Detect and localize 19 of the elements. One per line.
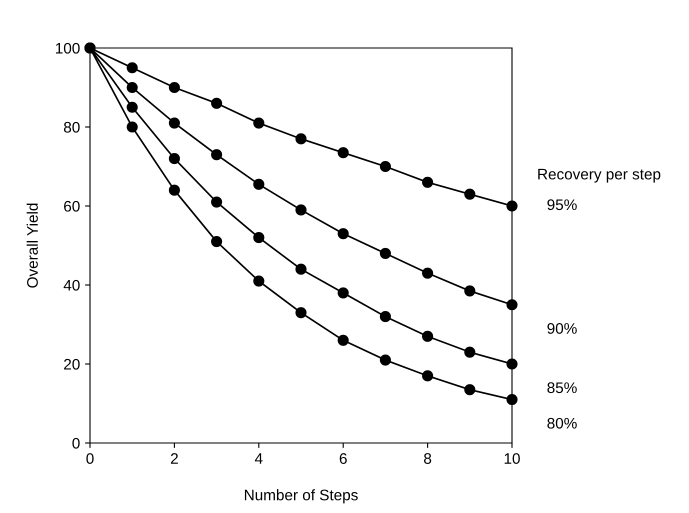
x-tick-label: 4 [254,453,263,464]
x-tick-label: 0 [86,453,94,464]
x-tick-label: 2 [170,453,178,464]
y-tick-label: 0 [72,438,80,449]
y-tick-label: 80 [64,122,80,133]
x-tick-label: 6 [340,453,347,464]
y-tick-label: 60 [64,200,80,212]
y-tick-label: 40 [64,280,80,291]
y-axis-title: Overall Yield [26,204,38,288]
text: 90% [547,323,577,334]
legend-title: Recovery per step [538,168,660,183]
x-axis-title: Number of Steps [244,489,358,504]
text: 85% [547,382,577,394]
x-tick-label: 8 [424,453,432,464]
y-tick-label: 100 [56,42,80,54]
text: 95% [547,199,577,210]
text: 80% [547,418,577,429]
x-tick-label: 10 [504,453,520,464]
y-tick-label: 20 [64,358,80,370]
